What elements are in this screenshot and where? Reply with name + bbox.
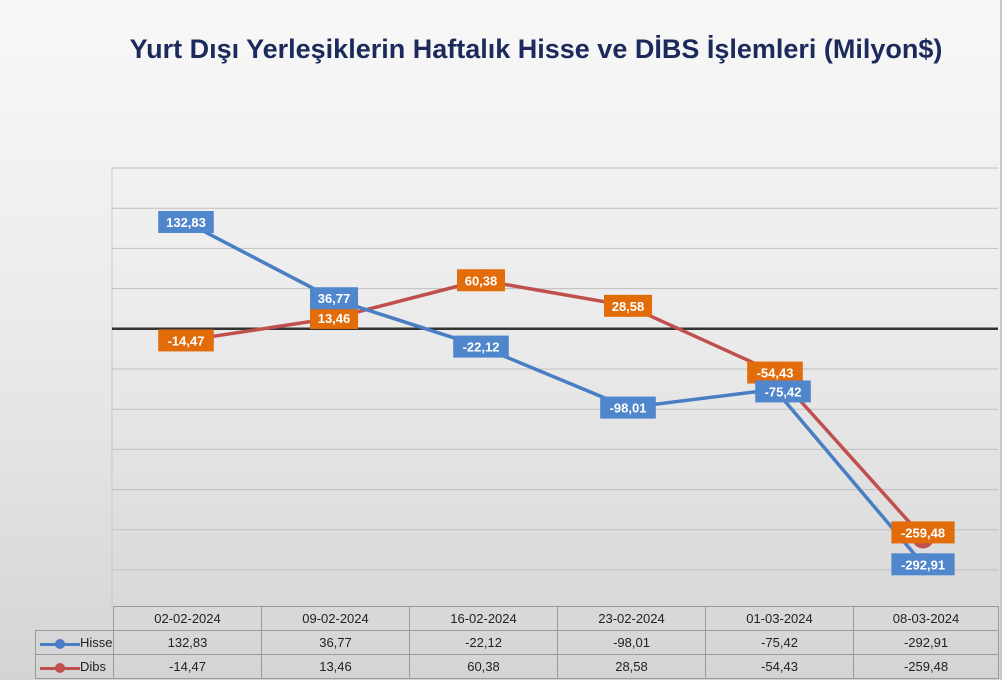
data-label-box bbox=[457, 269, 505, 292]
data-label-text: 36,77 bbox=[318, 291, 351, 306]
legend-entry-hisse: Hisse bbox=[35, 630, 114, 655]
series-lines bbox=[175, 211, 934, 576]
data-label-box bbox=[158, 211, 214, 234]
data-label-box bbox=[604, 294, 652, 317]
chart-title: Yurt Dışı Yerleşiklerin Haftalık Hisse v… bbox=[129, 34, 943, 64]
line-chart-plot: -14,47 13,46 60,38 28,58 -54,43 -259,48 132,83… bbox=[111, 167, 998, 606]
data-label-dibs: 13,46 bbox=[310, 306, 358, 329]
table-header-row: 02-02-2024 09-02-2024 16-02-2024 23-02-2… bbox=[35, 606, 999, 631]
table-cell: -14,47 bbox=[113, 654, 262, 679]
data-label-box bbox=[158, 329, 214, 352]
table-cell: 13,46 bbox=[261, 654, 410, 679]
table-cell: 36,77 bbox=[261, 630, 410, 655]
data-label-hisse: 36,77 bbox=[310, 287, 358, 310]
table-cell: -259,48 bbox=[853, 654, 999, 679]
table-cell: -75,42 bbox=[705, 630, 854, 655]
legend-swatch-hisse bbox=[40, 638, 80, 649]
data-label-dibs: -259,48 bbox=[891, 521, 955, 544]
data-label-hisse: -98,01 bbox=[600, 396, 656, 419]
data-label-box bbox=[600, 396, 656, 419]
data-label-dibs: 60,38 bbox=[457, 269, 505, 292]
table-cell: 28,58 bbox=[557, 654, 706, 679]
data-label-text: 13,46 bbox=[318, 311, 351, 326]
table-row-hisse: Hisse 132,83 36,77 -22,12 -98,01 -75,42 … bbox=[35, 630, 999, 655]
data-label-text: -75,42 bbox=[765, 384, 802, 399]
data-table: 02-02-2024 09-02-2024 16-02-2024 23-02-2… bbox=[35, 606, 999, 679]
table-row-dibs: Dibs -14,47 13,46 60,38 28,58 -54,43 -25… bbox=[35, 654, 999, 679]
legend-label-dibs: Dibs bbox=[80, 659, 107, 674]
data-label-text: -259,48 bbox=[901, 525, 945, 540]
category-label: 16-02-2024 bbox=[409, 606, 558, 631]
series-line-hisse bbox=[185, 220, 925, 566]
data-label-hisse: 132,83 bbox=[158, 211, 214, 234]
table-cell: -292,91 bbox=[853, 630, 999, 655]
gridlines bbox=[111, 167, 998, 606]
data-label-text: -22,12 bbox=[463, 340, 500, 355]
data-label-text: -14,47 bbox=[168, 333, 205, 348]
category-label: 02-02-2024 bbox=[113, 606, 262, 631]
data-label-dibs: 28,58 bbox=[604, 294, 652, 317]
data-label-box bbox=[453, 335, 509, 358]
data-label-box bbox=[747, 361, 803, 384]
data-label-hisse: -75,42 bbox=[755, 380, 811, 403]
category-label: 01-03-2024 bbox=[705, 606, 854, 631]
table-cell: -22,12 bbox=[409, 630, 558, 655]
legend-label-hisse: Hisse bbox=[80, 635, 113, 650]
legend-swatch-dibs bbox=[40, 662, 80, 673]
legend-entry-dibs: Dibs bbox=[35, 654, 114, 679]
table-cell: 60,38 bbox=[409, 654, 558, 679]
category-label: 09-02-2024 bbox=[261, 606, 410, 631]
data-labels: -14,47 13,46 60,38 28,58 -54,43 -259,48 132,83… bbox=[158, 211, 955, 576]
data-label-dibs: -14,47 bbox=[158, 329, 214, 352]
data-label-text: -98,01 bbox=[610, 401, 647, 416]
data-label-dibs: -54,43 bbox=[747, 361, 803, 384]
table-cell: 132,83 bbox=[113, 630, 262, 655]
category-label: 23-02-2024 bbox=[557, 606, 706, 631]
data-label-box bbox=[755, 380, 811, 403]
table-corner bbox=[35, 606, 114, 631]
table-cell: -98,01 bbox=[557, 630, 706, 655]
data-label-box bbox=[891, 521, 955, 544]
data-label-text: 28,58 bbox=[612, 299, 645, 314]
data-label-text: -54,43 bbox=[757, 366, 794, 381]
data-label-box bbox=[310, 287, 358, 310]
data-label-text: -292,91 bbox=[901, 557, 945, 572]
data-label-text: 132,83 bbox=[166, 215, 206, 230]
data-label-hisse: -292,91 bbox=[891, 553, 955, 576]
data-label-box bbox=[891, 553, 955, 576]
table-cell: -54,43 bbox=[705, 654, 854, 679]
data-label-text: 60,38 bbox=[465, 273, 498, 288]
category-label: 08-03-2024 bbox=[853, 606, 999, 631]
data-label-hisse: -22,12 bbox=[453, 335, 509, 358]
data-label-box bbox=[310, 306, 358, 329]
